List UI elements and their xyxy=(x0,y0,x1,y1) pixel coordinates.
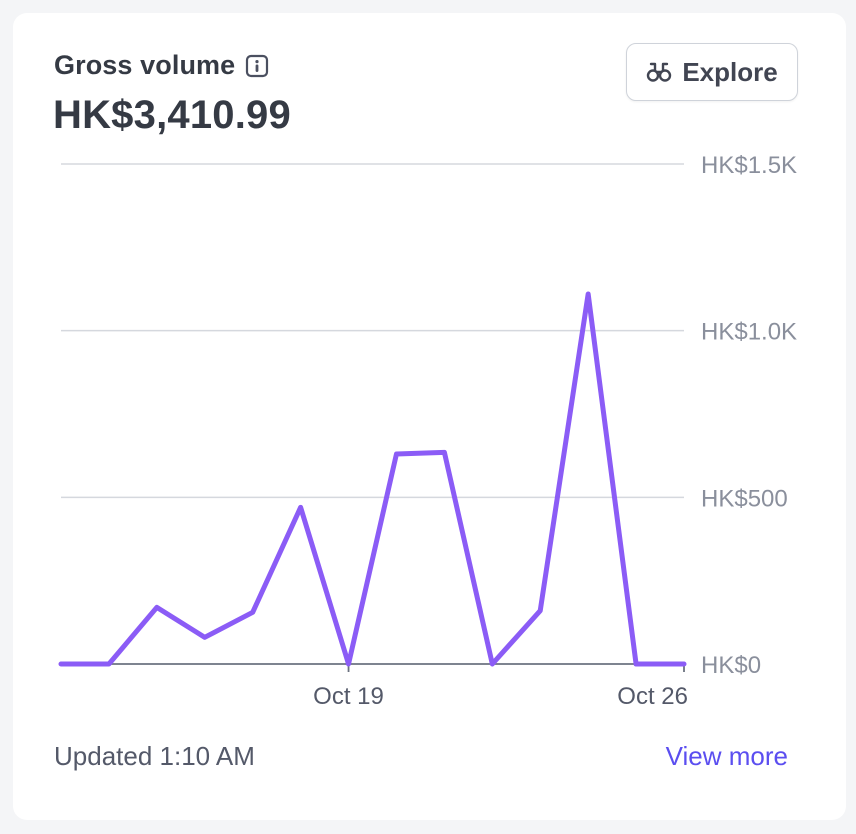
card-title: Gross volume xyxy=(54,50,236,80)
y-tick-label: HK$1.0K xyxy=(701,319,797,346)
title-row: Gross volume xyxy=(54,50,269,81)
gross-volume-amount: HK$3,410.99 xyxy=(53,93,291,137)
view-more-link[interactable]: View more xyxy=(665,741,788,771)
series-line xyxy=(58,291,687,667)
explore-label: Explore xyxy=(682,56,778,87)
y-tick-label: HK$1.5K xyxy=(701,152,797,179)
y-tick-label: HK$0 xyxy=(701,652,761,679)
gross-volume-card: Gross volume HK$3,410.99 Explore HK$0 HK$… xyxy=(13,13,846,820)
updated-timestamp: Updated 1:10 AM xyxy=(54,741,255,771)
x-tick-label: Oct 19 xyxy=(313,683,384,710)
binoculars-icon xyxy=(646,61,672,83)
y-tick-label: HK$500 xyxy=(701,485,788,512)
info-icon[interactable] xyxy=(245,54,269,78)
gross-volume-chart: HK$0 HK$500 HK$1.0K HK$1.5K Oct 19 Oct 26 xyxy=(58,152,797,710)
x-tick-label: Oct 26 xyxy=(617,683,688,710)
explore-button[interactable]: Explore xyxy=(626,43,798,101)
